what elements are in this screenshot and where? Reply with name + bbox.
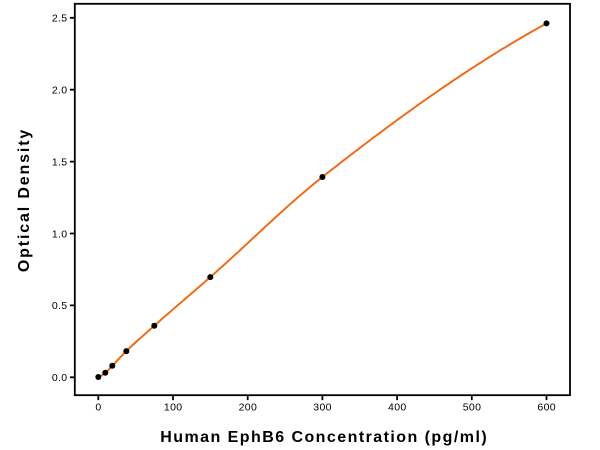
svg-text:400: 400 bbox=[388, 402, 407, 414]
svg-text:100: 100 bbox=[164, 402, 183, 414]
svg-text:500: 500 bbox=[463, 402, 482, 414]
svg-text:2.5: 2.5 bbox=[52, 13, 68, 25]
svg-text:2.0: 2.0 bbox=[52, 85, 68, 97]
svg-text:1.5: 1.5 bbox=[52, 156, 68, 168]
svg-text:200: 200 bbox=[239, 402, 258, 414]
svg-text:0.0: 0.0 bbox=[52, 372, 68, 384]
svg-text:Optical Density: Optical Density bbox=[16, 128, 33, 272]
svg-text:300: 300 bbox=[313, 402, 332, 414]
svg-text:0.5: 0.5 bbox=[52, 300, 68, 312]
svg-text:600: 600 bbox=[537, 402, 556, 414]
svg-text:0: 0 bbox=[95, 402, 101, 414]
svg-text:1.0: 1.0 bbox=[52, 228, 68, 240]
svg-text:Human EphB6 Concentration (pg/: Human EphB6 Concentration (pg/ml) bbox=[160, 429, 488, 446]
